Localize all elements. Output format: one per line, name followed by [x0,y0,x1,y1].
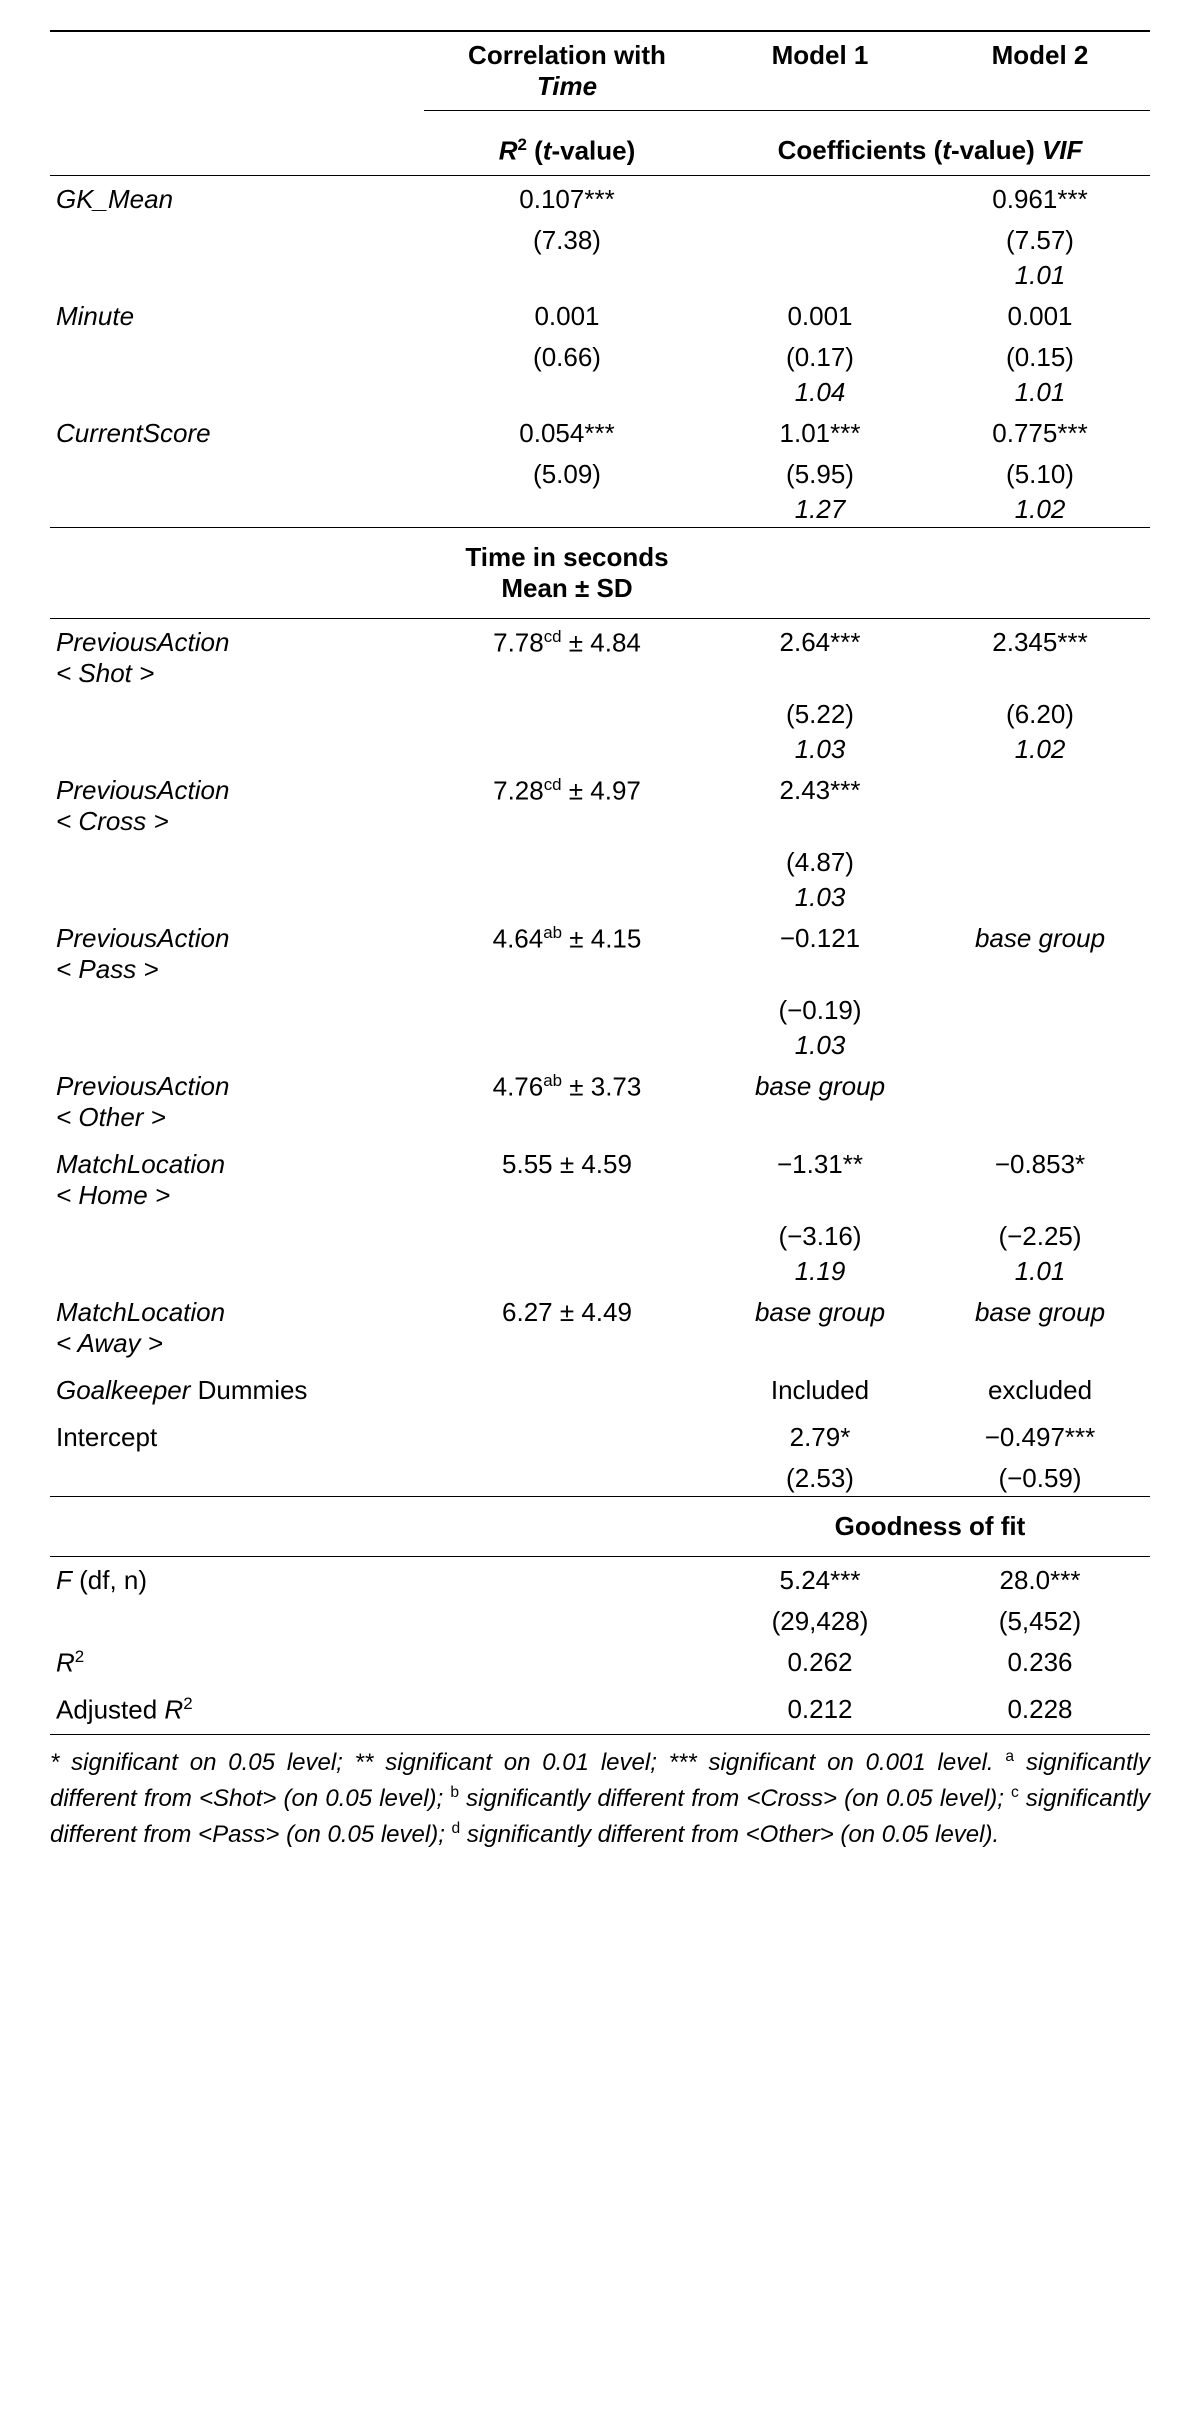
cell: (−0.19) [710,993,930,1028]
cell-vif: 1.02 [930,492,1150,528]
cell: (−3.16) [710,1219,930,1254]
hdr-coefficients: Coefficients (t-value) VIF [710,127,1150,175]
row-intercept-label: Intercept [50,1414,424,1461]
cell: excluded [930,1367,1150,1414]
row-currentscore-label: CurrentScore [50,410,424,457]
cell: Included [710,1367,930,1414]
cell-basegroup: base group [930,1289,1150,1367]
row-pa-cross-label: PreviousAction< Cross > [50,767,424,845]
cell: (6.20) [930,697,1150,732]
cell-vif: 1.01 [930,375,1150,410]
cell: 0.107*** [424,175,710,223]
cell-vif: 1.01 [930,258,1150,293]
cell: 4.64ab ± 4.15 [424,915,710,993]
cell: (5,452) [930,1604,1150,1639]
cell: 2.64*** [710,618,930,697]
cell: (5.22) [710,697,930,732]
cell: −0.121 [710,915,930,993]
cell: −1.31** [710,1141,930,1219]
hdr-r2-t: R2 (t-value) [424,127,710,175]
cell-vif: 1.04 [710,375,930,410]
cell: 0.212 [710,1686,930,1734]
cell: 5.55 ± 4.59 [424,1141,710,1219]
cell: −0.853* [930,1141,1150,1219]
row-ml-home-label: MatchLocation< Home > [50,1141,424,1219]
cell: 5.24*** [710,1556,930,1604]
cell: (29,428) [710,1604,930,1639]
cell: (4.87) [710,845,930,880]
cell: 2.43*** [710,767,930,845]
cell: 0.262 [710,1639,930,1687]
row-f-label: F (df, n) [50,1556,424,1604]
cell: (−0.59) [930,1461,1150,1497]
row-ml-away-label: MatchLocation< Away > [50,1289,424,1367]
cell: 7.28cd ± 4.97 [424,767,710,845]
hdr-correlation: Correlation with Time [424,31,710,111]
cell: (7.57) [930,223,1150,258]
table-footnote: * significant on 0.05 level; ** signific… [50,1735,1150,1853]
cell: (0.66) [424,340,710,375]
row-pa-pass-label: PreviousAction< Pass > [50,915,424,993]
cell-basegroup: base group [710,1289,930,1367]
cell: (7.38) [424,223,710,258]
row-gkmean-label: GK_Mean [50,175,424,223]
cell-vif: 1.03 [710,732,930,767]
cell: (5.10) [930,457,1150,492]
row-pa-shot-label: PreviousAction< Shot > [50,618,424,697]
cell-vif: 1.03 [710,880,930,915]
cell: (5.09) [424,457,710,492]
hdr-model2: Model 2 [930,31,1150,111]
cell: (2.53) [710,1461,930,1497]
cell: 0.054*** [424,410,710,457]
cell: 1.01*** [710,410,930,457]
cell: (5.95) [710,457,930,492]
cell: 0.001 [424,293,710,340]
cell: 28.0*** [930,1556,1150,1604]
cell-vif: 1.03 [710,1028,930,1063]
cell: −0.497*** [930,1414,1150,1461]
hdr-model1: Model 1 [710,31,930,111]
cell-vif: 1.02 [930,732,1150,767]
cell: (0.15) [930,340,1150,375]
cell-vif: 1.19 [710,1254,930,1289]
row-minute-label: Minute [50,293,424,340]
row-gk-dummies-label: Goalkeeper Dummies [50,1367,424,1414]
cell-vif: 1.01 [930,1254,1150,1289]
cell: 0.236 [930,1639,1150,1687]
row-adj-r2-label: Adjusted R2 [50,1686,424,1734]
cell: 7.78cd ± 4.84 [424,618,710,697]
cell: 0.961*** [930,175,1150,223]
regression-table: Correlation with Time Model 1 Model 2 R2… [50,30,1150,1735]
row-r2-label: R2 [50,1639,424,1687]
cell: 2.345*** [930,618,1150,697]
cell-basegroup: base group [930,915,1150,993]
cell: 0.001 [930,293,1150,340]
cell: (−2.25) [930,1219,1150,1254]
cell-vif: 1.27 [710,492,930,528]
cell: 4.76ab ± 3.73 [424,1063,710,1141]
row-pa-other-label: PreviousAction< Other > [50,1063,424,1141]
cell: 0.001 [710,293,930,340]
cell: 6.27 ± 4.49 [424,1289,710,1367]
cell: 0.775*** [930,410,1150,457]
cell: (0.17) [710,340,930,375]
cell-basegroup: base group [710,1063,930,1141]
cell: 2.79* [710,1414,930,1461]
cell: 0.228 [930,1686,1150,1734]
hdr-time-seconds: Time in secondsMean ± SD [424,527,710,618]
hdr-goodness-of-fit: Goodness of fit [710,1496,1150,1556]
